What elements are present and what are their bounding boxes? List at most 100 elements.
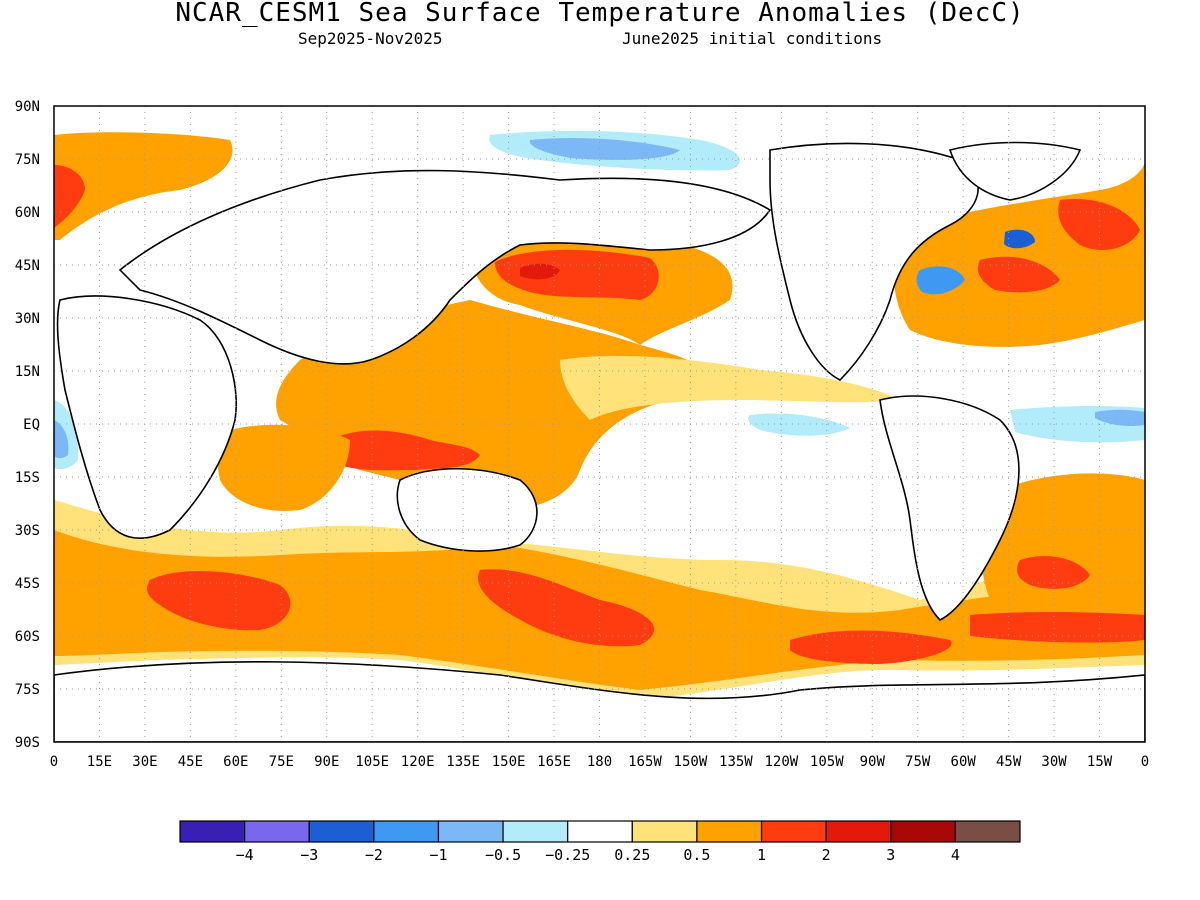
colorbar-swatch	[696, 820, 763, 843]
lon-tick-label: 75E	[269, 754, 294, 770]
colorbar-label: 1	[757, 846, 766, 864]
coast-south-america	[879, 395, 1020, 621]
graticule	[54, 106, 1145, 742]
coast-north-america	[769, 142, 979, 381]
lon-tick-label: 0	[1141, 754, 1149, 770]
anomaly-south-p1-c	[790, 630, 952, 664]
lat-tick-label: 60N	[15, 205, 40, 221]
lon-tick-label: 90E	[314, 754, 339, 770]
anomaly-natl-m2	[1004, 229, 1035, 249]
colorbar-swatch	[373, 820, 440, 843]
coast-africa	[56, 295, 238, 539]
anomaly-natl-p1-b	[1058, 199, 1140, 250]
anomaly-natl-p1	[977, 256, 1060, 293]
anomaly-indo-p1	[327, 430, 480, 471]
forecast-period: Sep2025-Nov2025	[298, 29, 443, 48]
coast-antarctica	[54, 661, 1145, 742]
anomaly-npac-p2	[520, 263, 560, 280]
colorbar-label: 3	[886, 846, 895, 864]
colorbar-swatch	[179, 820, 246, 843]
colorbar-swatch	[760, 820, 827, 843]
lon-tick-label: 105W	[810, 754, 844, 770]
colorbar-labels: −4 −3 −2 −1 −0.5 −0.25 0.25 0.5 1 2 3 4	[236, 846, 960, 864]
lon-tick-label: 45E	[178, 754, 203, 770]
lon-tick-label: 90W	[860, 754, 886, 770]
anomaly-natl-m1	[916, 266, 965, 295]
colorbar-label: −3	[300, 846, 318, 864]
anomaly-westio-m05	[54, 420, 69, 459]
colorbar-label: 2	[822, 846, 831, 864]
anomaly-indian-p05	[218, 424, 350, 511]
colorbar-swatch	[631, 820, 698, 843]
lat-tick-label: 75N	[15, 152, 40, 168]
colorbar-label: −4	[236, 846, 254, 864]
lon-tick-label: 30W	[1041, 754, 1067, 770]
lat-tick-label: 75S	[15, 682, 40, 698]
colorbar	[179, 820, 1021, 843]
anomaly-field	[54, 130, 1145, 700]
colorbar-label: −1	[429, 846, 447, 864]
coast-greenland	[948, 141, 1082, 201]
colorbar-swatch	[437, 820, 504, 843]
lon-tick-label: 60E	[223, 754, 248, 770]
lat-tick-label: 90N	[15, 99, 40, 115]
map-title: NCAR_CESM1 Sea Surface Temperature Anoma…	[175, 0, 1025, 28]
colorbar-swatch	[567, 820, 633, 843]
coast-eurasia	[118, 169, 772, 365]
lon-tick-label: 165W	[628, 754, 662, 770]
lon-tick-label: 120E	[401, 754, 435, 770]
lon-tick-label: 15W	[1087, 754, 1113, 770]
lat-tick-label: 30N	[15, 311, 40, 327]
colorbar-label: 0.5	[683, 846, 710, 864]
lat-tick-label: 90S	[15, 735, 40, 751]
colorbar-swatch	[244, 820, 310, 843]
colorbar-label: −0.25	[545, 846, 590, 864]
colorbar-swatch	[502, 820, 569, 843]
anomaly-arctic-m05	[529, 138, 680, 160]
coast-australia	[396, 467, 538, 552]
anomaly-satl-p1	[1017, 555, 1090, 589]
lat-tick-label: 60S	[15, 629, 40, 645]
initial-conditions: June2025 initial conditions	[622, 29, 883, 48]
lon-tick-label: 150E	[492, 754, 526, 770]
coastlines	[54, 141, 1145, 742]
colorbar-swatch	[890, 820, 956, 843]
anomaly-cpac-p025	[560, 355, 900, 420]
lon-tick-label: 150W	[674, 754, 708, 770]
anomaly-eatl-m05	[1095, 409, 1145, 427]
anomaly-barents-p05	[54, 132, 233, 240]
longitude-labels: 0 15E 30E 45E 60E 75E 90E 105E 120E 135E 150E 165E 1…	[50, 754, 1149, 770]
lon-tick-label: 45W	[996, 754, 1022, 770]
lon-tick-label: 60W	[951, 754, 977, 770]
anomaly-epac-m025	[748, 413, 850, 436]
lat-tick-label: 45N	[15, 258, 40, 274]
lon-tick-label: 15E	[87, 754, 112, 770]
lon-tick-label: 135W	[719, 754, 753, 770]
colorbar-label: −0.5	[485, 846, 521, 864]
colorbar-swatch	[825, 820, 892, 843]
map-frame	[53, 105, 1146, 743]
anomaly-south-p1-a	[147, 570, 291, 631]
anomaly-south-p1-d	[970, 611, 1145, 643]
anomaly-barents-p1	[54, 165, 85, 228]
lon-tick-label: 30E	[132, 754, 157, 770]
lon-tick-label: 165E	[537, 754, 571, 770]
colorbar-label: 0.25	[614, 846, 650, 864]
lat-tick-label: EQ	[23, 417, 40, 433]
lat-tick-label: 15S	[15, 470, 40, 486]
lat-tick-label: 30S	[15, 523, 40, 539]
lon-tick-label: 135E	[446, 754, 480, 770]
lon-tick-label: 0	[50, 754, 58, 770]
colorbar-swatch	[308, 820, 375, 843]
colorbar-label: −2	[365, 846, 383, 864]
lon-tick-label: 105E	[355, 754, 389, 770]
lon-tick-label: 120W	[764, 754, 798, 770]
latitude-labels: 90N 75N 60N 45N 30N 15N EQ 15S 30S 45S 60S 75S 90S	[15, 99, 40, 751]
lon-tick-label: 180	[587, 754, 612, 770]
colorbar-swatch	[954, 820, 1021, 843]
anomaly-south-p1-b	[478, 569, 655, 647]
anomaly-npac-p1	[495, 249, 659, 300]
lat-tick-label: 45S	[15, 576, 40, 592]
lat-tick-label: 15N	[15, 364, 40, 380]
